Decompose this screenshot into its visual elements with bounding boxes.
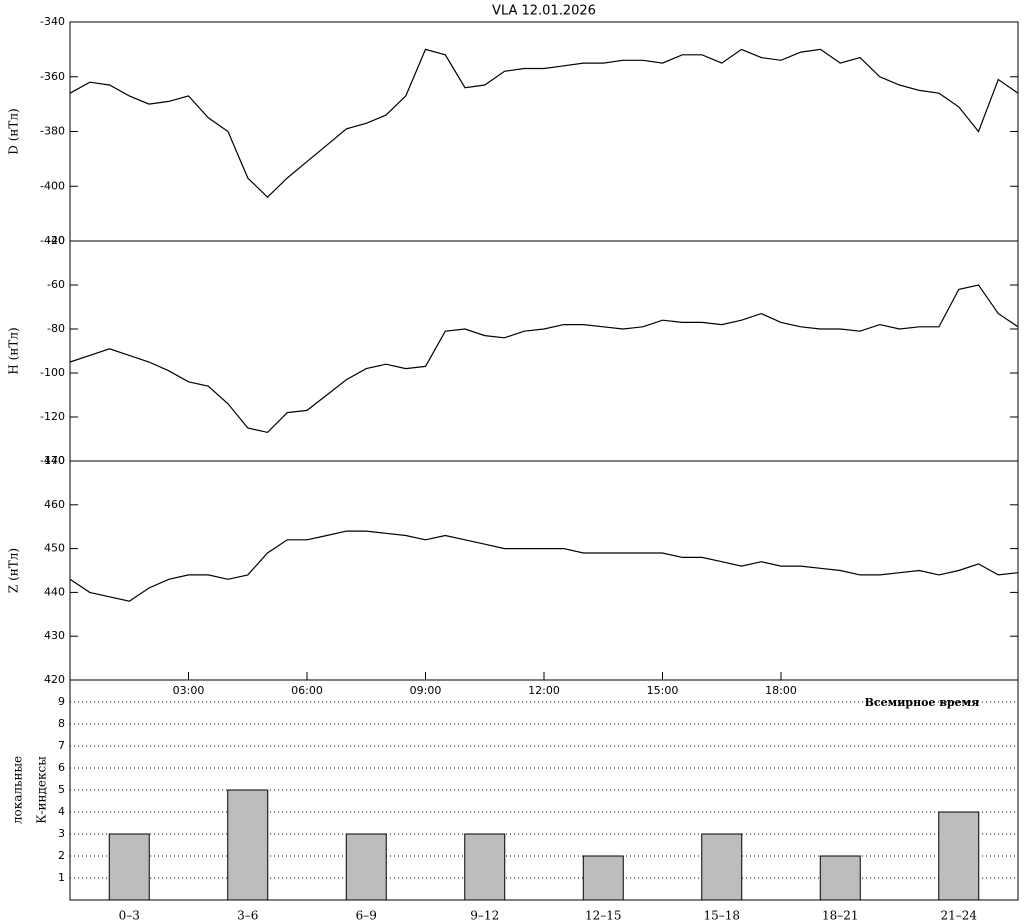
x-tick-label: 06:00 bbox=[291, 684, 323, 697]
x-tick-label: 12–15 bbox=[585, 909, 622, 921]
y-axis-label: H (нТл) bbox=[7, 327, 21, 374]
y-tick-label: -340 bbox=[40, 15, 65, 28]
y-axis-label: Z (нТл) bbox=[7, 548, 21, 593]
data-line bbox=[69, 48, 1019, 199]
y-tick-label: 5 bbox=[58, 783, 65, 796]
bar bbox=[345, 833, 387, 901]
x-tick-label: 3–6 bbox=[237, 909, 258, 921]
y-tick-label: 7 bbox=[58, 739, 65, 752]
y-tick-label: 3 bbox=[58, 827, 65, 840]
y-tick-label: 470 bbox=[44, 454, 65, 467]
y-tick-label: 450 bbox=[44, 542, 65, 555]
x-tick-label: 6–9 bbox=[356, 909, 377, 921]
chart-title: VLA 12.01.2026 bbox=[492, 4, 596, 19]
y-tick-label: -80 bbox=[47, 322, 65, 335]
y-tick-label: -420 bbox=[40, 234, 65, 247]
y-tick-label: 440 bbox=[44, 585, 65, 598]
y-tick-label: 6 bbox=[58, 761, 65, 774]
y-tick-label: -100 bbox=[40, 366, 65, 379]
y-axis-label: локальные bbox=[11, 756, 25, 824]
y-tick-label: -60 bbox=[47, 278, 65, 291]
y-tick-label: 430 bbox=[44, 629, 65, 642]
x-tick-label: 09:00 bbox=[410, 684, 442, 697]
y-tick-label: 1 bbox=[58, 871, 65, 884]
bar bbox=[227, 789, 269, 901]
y-tick-label: -120 bbox=[40, 410, 65, 423]
y-tick-label: 460 bbox=[44, 498, 65, 511]
x-tick-label: 9–12 bbox=[470, 909, 499, 921]
bar bbox=[582, 855, 624, 901]
data-line bbox=[69, 530, 1019, 602]
bar bbox=[938, 811, 980, 901]
y-axis-label: D (нТл) bbox=[7, 108, 21, 154]
bar bbox=[464, 833, 506, 901]
y-tick-label: 2 bbox=[58, 849, 65, 862]
y-tick-label: 420 bbox=[44, 673, 65, 686]
y-tick-label: 9 bbox=[58, 695, 65, 708]
bar bbox=[819, 855, 861, 901]
data-line bbox=[69, 284, 1019, 434]
bar bbox=[701, 833, 743, 901]
y-tick-label: 8 bbox=[58, 717, 65, 730]
x-tick-label: 18–21 bbox=[822, 909, 859, 921]
x-tick-label: 15:00 bbox=[647, 684, 679, 697]
bar bbox=[108, 833, 150, 901]
x-tick-label: 0–3 bbox=[119, 909, 140, 921]
y-tick-label: -40 bbox=[47, 234, 65, 247]
x-tick-label: 15–18 bbox=[703, 909, 740, 921]
x-tick-label: 18:00 bbox=[765, 684, 797, 697]
x-tick-label: 21–24 bbox=[940, 909, 977, 921]
y-tick-label: -400 bbox=[40, 179, 65, 192]
y-tick-label: 4 bbox=[58, 805, 65, 818]
x-tick-label: 12:00 bbox=[528, 684, 560, 697]
y-axis-label: К-индексы bbox=[35, 756, 49, 824]
y-tick-label: -360 bbox=[40, 70, 65, 83]
x-tick-label: 03:00 bbox=[173, 684, 205, 697]
y-tick-label: -140 bbox=[40, 454, 65, 467]
y-tick-label: -380 bbox=[40, 125, 65, 138]
